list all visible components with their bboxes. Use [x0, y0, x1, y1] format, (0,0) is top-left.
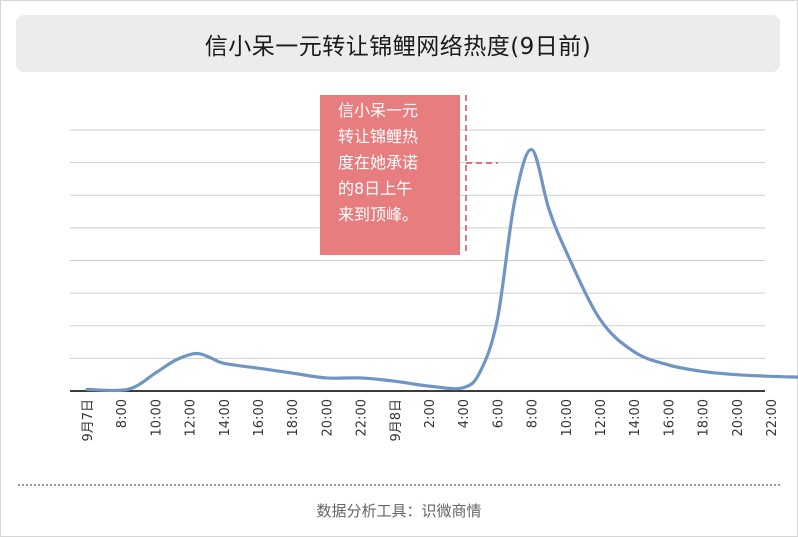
x-tick-label: 6:00	[491, 399, 506, 428]
footer-source: 数据分析工具：识微商情	[316, 502, 482, 520]
x-tick-label: 16:00	[252, 399, 267, 436]
annotation-box: 信小呆一元 转让锦鲤热 度在她承诺 的8日上午 来到顶峰。	[320, 95, 460, 255]
chart-title: 信小呆一元转让锦鲤网络热度(9日前)	[204, 33, 592, 60]
x-tick-label: 18:00	[286, 399, 301, 436]
x-tick-label: 22:00	[355, 399, 370, 436]
x-tick-label: 4:00	[457, 399, 472, 428]
annotation-line: 转让锦鲤热	[338, 127, 419, 146]
x-tick-label: 2:00	[423, 399, 438, 428]
x-tick-label: 14:00	[218, 399, 233, 436]
footer-divider	[18, 484, 780, 486]
annotation-line: 信小呆一元	[338, 101, 419, 120]
annotation-line: 来到顶峰。	[338, 205, 419, 224]
x-tick-label: 9月8日	[389, 399, 404, 442]
title-bar: 信小呆一元转让锦鲤网络热度(9日前)	[16, 15, 780, 72]
x-tick-label: 20:00	[731, 399, 746, 436]
x-tick-label: 10:00	[560, 399, 575, 436]
x-tick-label: 12:00	[594, 399, 609, 436]
series-line	[85, 147, 798, 393]
x-tick-label: 22:00	[765, 399, 780, 436]
annotation-line: 的8日上午	[338, 179, 413, 198]
annotation-line: 度在她承诺	[338, 153, 419, 172]
x-tick-label: 14:00	[628, 399, 643, 436]
x-tick-label: 10:00	[149, 399, 164, 436]
x-tick-label: 8:00	[526, 399, 541, 428]
x-tick-label: 20:00	[320, 399, 335, 436]
x-tick-label: 9月7日	[81, 399, 96, 442]
x-tick-label: 8:00	[115, 399, 130, 428]
x-tick-label: 12:00	[184, 399, 199, 436]
x-tick-label: 18:00	[697, 399, 712, 436]
x-tick-label: 16:00	[662, 399, 677, 436]
